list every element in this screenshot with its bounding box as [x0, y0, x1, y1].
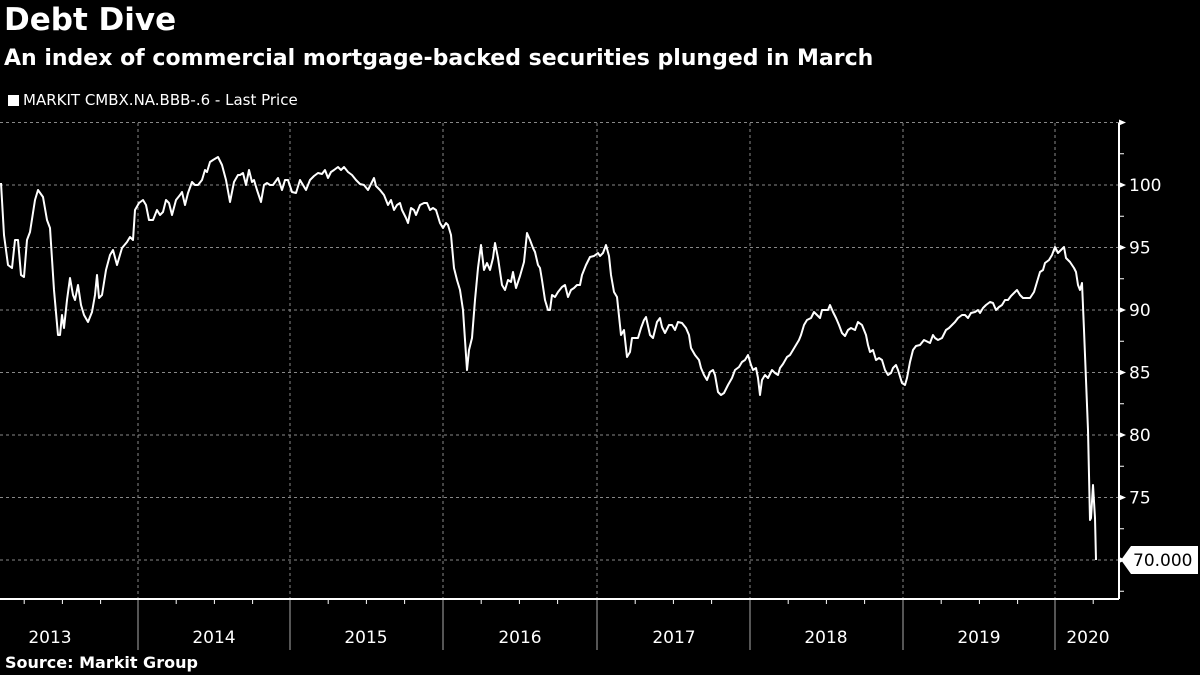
y-tick-arrow-icon: [1119, 494, 1126, 501]
x-tick-label: 2020: [1066, 628, 1109, 648]
y-tick-arrow-icon: [1119, 369, 1126, 376]
y-tick-arrow-icon: [1119, 307, 1126, 313]
y-tick-label: 85: [1129, 364, 1151, 384]
x-tick-label: 2019: [957, 628, 1000, 648]
legend: MARKIT CMBX.NA.BBB-.6 - Last Price: [8, 90, 298, 110]
last-value-label: 70.000: [1133, 551, 1192, 571]
x-tick-label: 2014: [192, 628, 235, 648]
y-tick-arrow-icon: [1119, 182, 1126, 188]
last-value-badge: [1121, 546, 1198, 574]
axes: 75 80 85 90 95 100 2013 2014 2015 2016 2017 2018 201…: [0, 119, 1161, 650]
y-tick-label: 80: [1129, 426, 1151, 446]
series-line: [0, 156, 1097, 561]
y-tick-arrow-icon: [1119, 432, 1126, 438]
x-tick-label: 2015: [344, 628, 387, 648]
x-tick-label: 2017: [652, 628, 695, 648]
legend-label: MARKIT CMBX.NA.BBB-.6 - Last Price: [23, 91, 298, 109]
y-tick-arrow-icon: [1119, 119, 1126, 126]
y-tick-arrow-icon: [1119, 244, 1126, 251]
x-tick-label: 2016: [498, 628, 541, 648]
x-tick-label: 2018: [804, 628, 847, 648]
y-tick-label: 95: [1129, 239, 1151, 259]
source-note: Source: Markit Group: [5, 653, 198, 672]
grid-lines: [0, 122, 1119, 599]
y-tick-label: 100: [1129, 176, 1161, 196]
last-value-marker: 70.000: [1121, 546, 1198, 574]
y-tick-label: 75: [1129, 489, 1151, 509]
x-tick-label: 2013: [28, 628, 71, 648]
y-tick-label: 90: [1129, 301, 1151, 321]
legend-swatch-icon: [8, 94, 19, 106]
chart-subtitle: An index of commercial mortgage-backed s…: [4, 46, 874, 71]
chart-title: Debt Dive: [4, 2, 177, 38]
